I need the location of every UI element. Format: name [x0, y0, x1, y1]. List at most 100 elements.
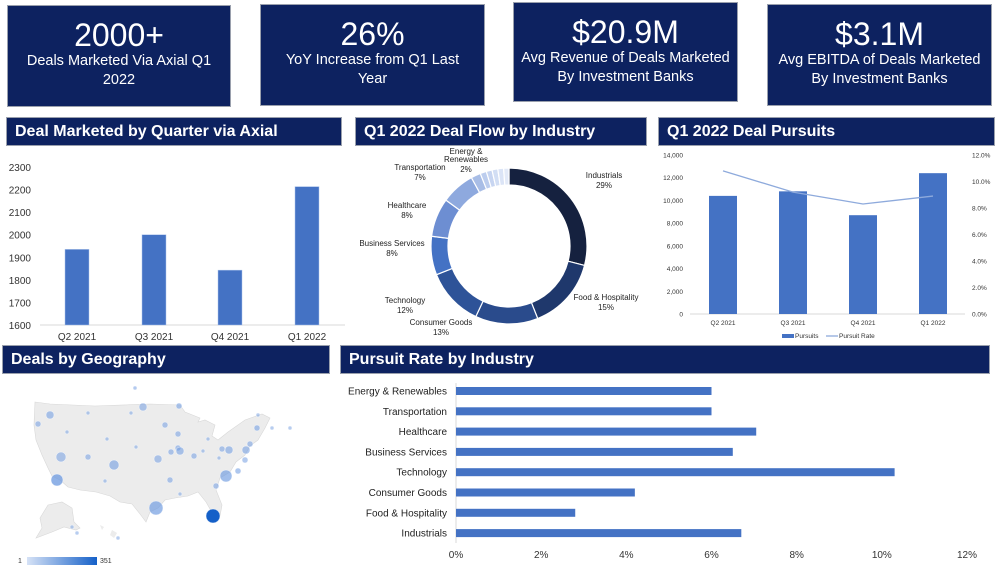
- pursuits-bar: [919, 173, 947, 314]
- geo-bubble: [148, 500, 164, 516]
- slice-pct: 12%: [397, 306, 413, 315]
- slice-pct: 15%: [598, 303, 614, 312]
- geo-bubble: [102, 478, 108, 484]
- slice-pct: 2%: [460, 165, 472, 174]
- kpi-label: Deals Marketed Via Axial Q1 2022: [26, 53, 212, 88]
- legend-swatch-pursuits: [782, 334, 794, 338]
- x-tick-label: Q1 2022: [921, 320, 946, 327]
- us-mainland-shape: [33, 401, 271, 523]
- geo-bubble: [218, 445, 226, 453]
- geo-bubble: [255, 412, 261, 418]
- kpi-yoy-increase: 26% YoY Increase from Q1 Last Year: [260, 4, 485, 106]
- slice-consumer-goods: [474, 300, 539, 325]
- slice-label: Food & Hospitality: [574, 293, 639, 302]
- kpi-value: 2000+: [74, 17, 164, 53]
- y-tick-label: Transportation: [383, 407, 447, 418]
- geo-bubble: [246, 440, 254, 448]
- deals-by-quarter-chart: 1600 1700 1800 1900 2000 2100 2200 2300 Q2 2021 Q…: [9, 163, 345, 343]
- slice-label-name: Energy &: [450, 147, 484, 156]
- y-tick-label: 2100: [9, 208, 32, 219]
- geo-bubble: [108, 459, 120, 471]
- y-tick-label: 14,000: [663, 153, 683, 160]
- y-tick-label: Healthcare: [399, 427, 448, 438]
- slice-pct: 13%: [433, 328, 449, 337]
- geo-bubble: [138, 402, 148, 412]
- geo-legend-gradient: [27, 557, 97, 565]
- bar-q2-2021: [64, 249, 90, 326]
- slice-label: Healthcare: [388, 201, 427, 210]
- geo-bubble: [216, 455, 222, 461]
- rate-bar: [456, 447, 733, 456]
- us-hawaii-shape: [100, 525, 117, 538]
- kpi-value: 26%: [340, 16, 405, 52]
- legend-label-pursuits: Pursuits: [795, 333, 819, 340]
- y-tick-label: 4,000: [667, 266, 684, 273]
- slice-label-name: Renewables: [444, 155, 488, 164]
- geo-bubble: [177, 491, 183, 497]
- y-tick-label: Business Services: [365, 447, 447, 458]
- y-tick-label: Consumer Goods: [369, 488, 447, 499]
- slice-business-services: [430, 235, 454, 276]
- x-tick-label: 0%: [449, 550, 464, 561]
- pursuits-bar: [849, 215, 877, 314]
- rate-bar: [456, 387, 712, 395]
- y-tick-label: 2,000: [667, 289, 684, 296]
- rate-bar: [456, 508, 576, 517]
- y-tick-label: 12,000: [663, 175, 683, 182]
- geo-bubble: [153, 454, 163, 464]
- x-tick-label: 10%: [872, 550, 892, 561]
- y-tick-label: Industrials: [401, 529, 447, 540]
- geo-bubble: [69, 524, 75, 530]
- geo-bubble: [34, 420, 42, 428]
- pursuits-bar: [709, 195, 737, 314]
- rate-bar: [456, 427, 757, 436]
- y2-tick-label: 2.0%: [972, 285, 987, 292]
- y-tick-label: 2000: [9, 231, 32, 242]
- kpi-avg-ebitda: $3.1M Avg EBITDA of Deals Marketed By In…: [767, 4, 992, 106]
- bar-q1-2022: [294, 186, 320, 326]
- y2-tick-label: 8.0%: [972, 206, 987, 213]
- legend-label-pursuit-rate: Pursuit Rate: [839, 333, 875, 340]
- x-tick-label: 12%: [957, 550, 977, 561]
- rate-bar: [456, 468, 895, 477]
- geo-bubble: [167, 448, 175, 456]
- slice-technology: [435, 267, 484, 318]
- x-tick-label: 4%: [619, 550, 634, 561]
- us-alaska-shape: [35, 501, 81, 539]
- x-tick-label: 6%: [704, 550, 719, 561]
- geo-bubble: [205, 508, 221, 524]
- slice-label: Transportation: [394, 163, 445, 172]
- us-geography-map: 1 351: [18, 385, 293, 565]
- kpi-value: $3.1M: [835, 16, 924, 52]
- rate-bar: [456, 488, 635, 497]
- kpi-label: Avg Revenue of Deals Marketed By Investm…: [521, 50, 730, 85]
- geo-legend-min: 1: [18, 558, 22, 565]
- slice-pct: 8%: [401, 211, 413, 220]
- y2-tick-label: 4.0%: [972, 259, 987, 266]
- header-pursuit-rate: Pursuit Rate by Industry: [340, 345, 990, 374]
- slice-label: Consumer Goods: [410, 318, 473, 327]
- geo-bubble: [50, 473, 64, 487]
- y-tick-label: 1900: [9, 253, 32, 264]
- geo-legend-max: 351: [100, 558, 112, 565]
- slice-label: Energy & Renewables: [444, 147, 488, 164]
- geo-bubble: [45, 410, 55, 420]
- pursuit-rate-chart: Energy & Renewables Transportation Healthc…: [348, 383, 977, 561]
- rate-bar: [456, 529, 742, 538]
- slice-pct: 29%: [596, 181, 612, 190]
- geo-bubble: [190, 452, 198, 460]
- header-deals-by-quarter: Deal Marketed by Quarter via Axial: [6, 117, 342, 146]
- geo-bubble: [287, 425, 293, 431]
- geo-bubble: [104, 436, 110, 442]
- geo-bubble: [115, 535, 121, 541]
- kpi-label: Avg EBITDA of Deals Marketed By Investme…: [778, 52, 981, 87]
- geo-bubble: [205, 436, 211, 442]
- bar-q3-2021: [141, 234, 167, 326]
- y-tick-label: Energy & Renewables: [348, 387, 447, 398]
- x-tick-label: 8%: [789, 550, 804, 561]
- geo-bubble: [200, 448, 206, 454]
- geo-bubble: [64, 429, 70, 435]
- header-pursuits: Q1 2022 Deal Pursuits: [658, 117, 995, 146]
- slice-industrials: [508, 167, 588, 267]
